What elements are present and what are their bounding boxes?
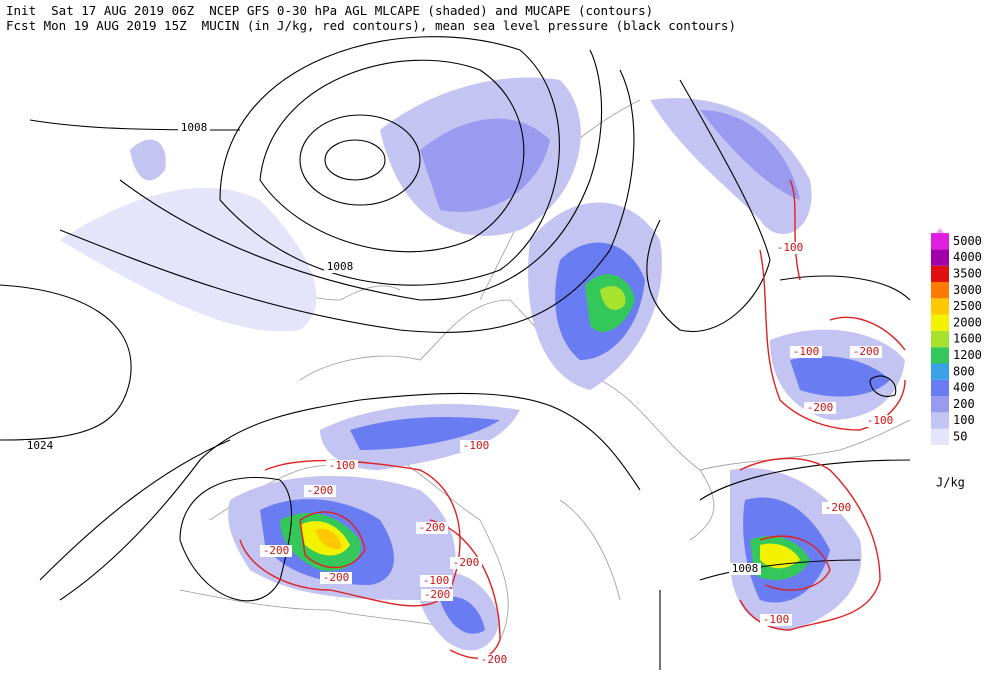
cape-shading [60,77,905,651]
label-bg [864,415,896,427]
colorbar-label: 1600 [953,332,982,346]
colorbar-label: 3500 [953,267,982,281]
cin-label: -200 [853,345,880,358]
header-line: Fcst Mon 19 AUG 2019 15Z MUCIN (in J/kg,… [6,18,736,33]
label-bg [822,502,854,514]
cin-label: -100 [867,414,894,427]
colorbar-box [931,282,949,299]
cin-label: -200 [263,544,290,557]
cin-label: -100 [763,613,790,626]
pressure-label: 1008 [181,121,208,134]
pressure-label: 1008 [732,562,759,575]
cin-label: -100 [423,574,450,587]
colorbar-box [931,396,949,413]
label-bg [478,654,510,666]
cin-label: -200 [807,401,834,414]
label-bg [450,557,482,569]
label-bg [420,575,452,587]
isobars [0,36,911,670]
cin-label: -200 [424,588,451,601]
label-bg [304,485,336,497]
colorbar-box [931,249,949,266]
label-bg [24,440,56,452]
label-bg [324,261,356,273]
colorbar-label: 1200 [953,348,982,362]
cin-label: -200 [481,653,508,666]
cin-label: -100 [329,459,356,472]
cin-label: -200 [323,571,350,584]
cin-label: -200 [419,521,446,534]
colorbar: 50 100 200 400 800 1200 1600 2000 2500 3000 3500 40… [931,228,982,445]
cin-label: -200 [825,501,852,514]
colorbar-box [931,412,949,429]
colorbar-label: 400 [953,381,975,395]
label-bg [729,563,761,575]
cin-label: -100 [793,345,820,358]
label-bg [260,545,292,557]
colorbar-box [931,363,949,380]
label-bg [178,122,210,134]
colorbar-box [931,233,949,250]
label-bg [326,460,358,472]
cin-label: -200 [307,484,334,497]
cin-label: -200 [453,556,480,569]
colorbar-box [931,428,949,445]
cin-label: -100 [463,439,490,452]
label-bg [320,572,352,584]
colorbar-label: 100 [953,413,975,427]
label-bg [774,242,806,254]
colorbar-label: 2500 [953,299,982,313]
colorbar-label: 800 [953,364,975,378]
cin-label: -100 [777,241,804,254]
label-bg [416,522,448,534]
label-bg [421,589,453,601]
cin-contours [239,179,906,659]
label-bg [790,346,822,358]
header-line: Init Sat 17 AUG 2019 06Z NCEP GFS 0-30 h… [6,3,654,18]
label-bg [760,614,792,626]
label-bg [850,346,882,358]
colorbar-label: 2000 [953,315,982,329]
colorbar-box [931,330,949,348]
colorbar-box [931,265,949,282]
colorbar-label: 3000 [953,283,982,297]
colorbar-box [931,347,949,364]
colorbar-label: 50 [953,430,967,444]
colorbar-box [931,298,949,315]
colorbar-label: 4000 [953,250,982,264]
legend-unit: J/kg [936,476,965,490]
label-bg [460,440,492,452]
colorbar-box [931,379,949,397]
colorbar-label: 5000 [953,234,982,248]
pressure-label: 1024 [27,439,54,452]
contour-labels: 1008100810241008-100-100-200-200-100-100… [24,121,896,666]
colorbar-box [931,314,949,331]
label-bg [804,402,836,414]
pressure-label: 1008 [327,260,354,273]
colorbar-label: 200 [953,397,975,411]
